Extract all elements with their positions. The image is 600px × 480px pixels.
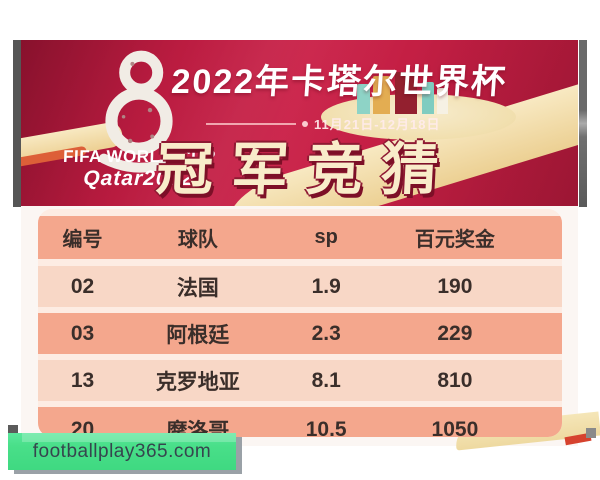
- world-cup-banner: 2022年卡塔尔世界杯 11月21日-12月18日 冠军竞猜 FIFA WORL…: [21, 40, 578, 206]
- team-sp: 1.9: [311, 274, 341, 298]
- team-prize: 810: [437, 368, 473, 392]
- qatar-2022-emblem-icon: [83, 44, 195, 179]
- corner-gray-mark: [586, 428, 596, 438]
- table-row: 13 克罗地亚 8.1 810: [38, 360, 562, 401]
- photo-edge-right: [579, 40, 587, 207]
- divider-line: [206, 122, 296, 125]
- column-header-sp: sp: [314, 226, 338, 248]
- photo-edge-left: [13, 40, 21, 207]
- dot-icon: [302, 120, 308, 127]
- date-line: 11月21日-12月18日: [206, 114, 440, 133]
- team-name: 克罗地亚: [155, 370, 240, 394]
- team-sp: 2.3: [311, 321, 341, 345]
- banner-title: 2022年卡塔尔世界杯: [170, 63, 509, 101]
- team-prize: 1050: [431, 417, 479, 438]
- team-prize: 190: [437, 274, 473, 298]
- team-number: 20: [70, 417, 95, 438]
- team-name: 阿根廷: [166, 323, 230, 347]
- team-number: 03: [70, 321, 95, 345]
- footer-gray-notch: [8, 425, 18, 434]
- team-sp: 8.1: [311, 368, 341, 392]
- table-header-row: 编号 球队 sp 百元奖金: [38, 216, 562, 259]
- column-header-team: 球队: [177, 229, 218, 251]
- column-header-number: 编号: [62, 229, 103, 251]
- team-name: 摩洛哥: [166, 419, 230, 438]
- doha-skyline-icon: [321, 68, 516, 140]
- team-sp: 10.5: [305, 417, 347, 438]
- table-row: 03 阿根廷 2.3 229: [38, 313, 562, 354]
- website-link[interactable]: footballplay365.com: [32, 440, 212, 462]
- team-prize: 229: [437, 321, 473, 345]
- team-number: 13: [70, 368, 95, 392]
- event-dates: 11月21日-12月18日: [314, 117, 441, 132]
- table-row: 20 摩洛哥 10.5 1050: [38, 407, 562, 437]
- column-header-prize: 百元奖金: [414, 229, 495, 251]
- team-name: 法国: [176, 276, 219, 300]
- footer-watermark: footballplay365.com: [8, 433, 236, 470]
- champion-prediction-headline: 冠军竞猜: [154, 138, 458, 202]
- odds-table: 编号 球队 sp 百元奖金 02 法国 1.9 190 03 阿根廷 2.3 2…: [38, 209, 562, 437]
- team-number: 02: [70, 274, 95, 298]
- table-row: 02 法国 1.9 190: [38, 266, 562, 307]
